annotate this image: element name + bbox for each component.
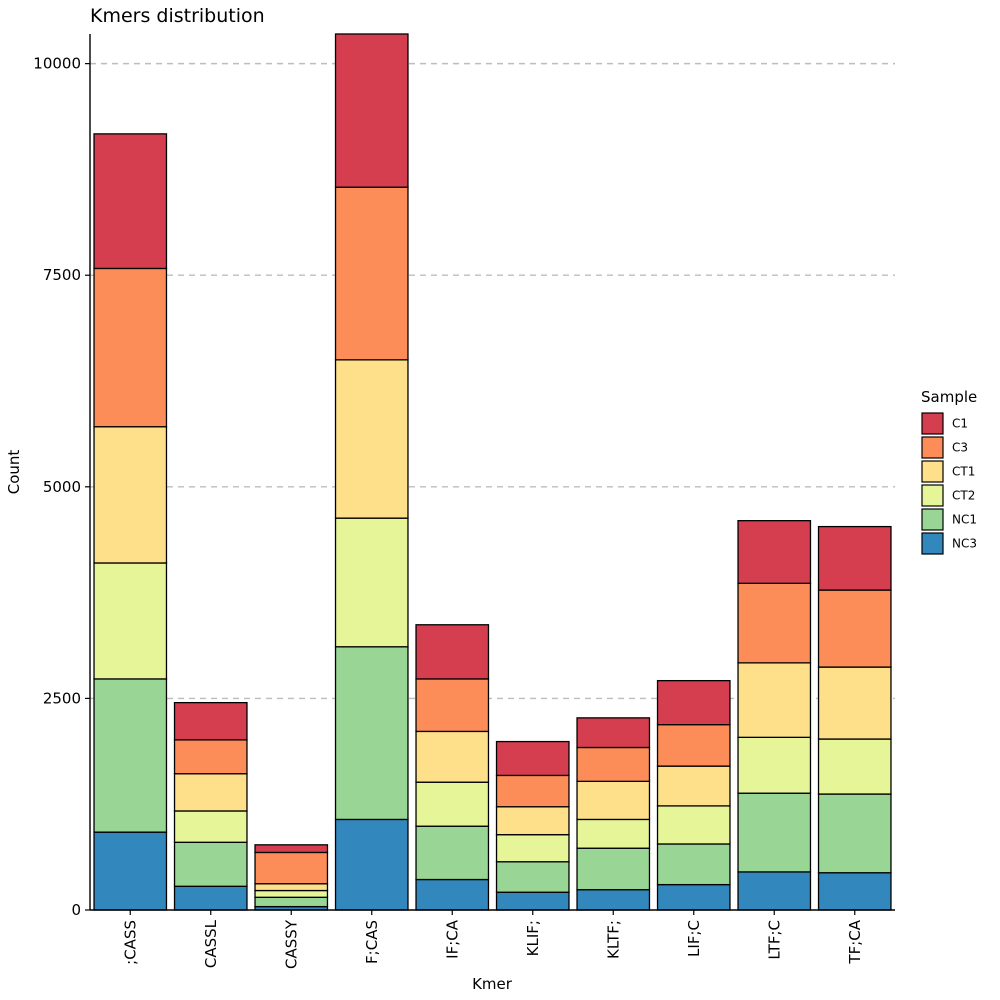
y-tick-label: 0 [71, 901, 81, 919]
x-tick-label: CASSL [202, 919, 220, 968]
bar-segment-ct1-4 [415, 730, 490, 783]
bar-segment-ct1-9 [817, 666, 892, 740]
bar-segment-ct2-1 [173, 810, 248, 843]
legend-key-nc3 [921, 532, 944, 555]
y-tick-label: 7500 [43, 266, 81, 284]
bar-segment-ct1-3 [334, 359, 409, 519]
legend-key-nc1 [921, 508, 944, 531]
x-tick-label: KLTF; [604, 920, 622, 959]
bar-segment-nc3-8 [737, 871, 812, 911]
axes [89, 34, 895, 911]
bar-segment-nc3-5 [495, 891, 570, 911]
bar-segment-c1-4 [415, 624, 490, 680]
bar-segment-nc3-3 [334, 818, 409, 911]
x-tick-label: F;CAS [363, 920, 381, 964]
bar-segment-c1-7 [656, 679, 731, 726]
bar-segment-ct2-4 [415, 781, 490, 827]
bar-segment-nc3-6 [576, 889, 651, 911]
bar-segment-c3-2 [254, 851, 329, 885]
y-tick-label: 10000 [33, 55, 81, 73]
bar-segment-nc1-0 [93, 678, 168, 833]
legend-title: Sample [921, 388, 977, 406]
bar-segment-c3-3 [334, 186, 409, 361]
legend-label-nc3: NC3 [952, 537, 977, 551]
bar-segment-c3-1 [173, 739, 248, 775]
bar-segment-c1-0 [93, 133, 168, 270]
bar-segment-nc1-9 [817, 793, 892, 874]
legend-label-c1: C1 [952, 417, 968, 431]
bar-segment-nc1-7 [656, 843, 731, 886]
bar-segment-ct2-2 [254, 889, 329, 898]
bar-segment-ct1-6 [576, 780, 651, 821]
bar-segment-nc1-3 [334, 646, 409, 821]
bar-segment-ct2-8 [737, 736, 812, 794]
bar-segment-c3-9 [817, 589, 892, 668]
bar-segment-c1-2 [254, 844, 329, 854]
bar-segment-nc3-9 [817, 872, 892, 911]
legend-label-nc1: NC1 [952, 513, 977, 527]
x-ticks: ;CASS CASSL CASSY F;CAS IF;CA KLIF; KLTF; LIF;C… [121, 910, 864, 969]
bar-segment-ct2-7 [656, 805, 731, 845]
y-ticks: 0 2500 5000 7500 10000 [33, 55, 90, 919]
y-tick-label: 5000 [43, 478, 81, 496]
bar-segment-c1-8 [737, 520, 812, 584]
bar-segment-ct2-3 [334, 517, 409, 648]
bar-segment-c3-7 [656, 723, 731, 767]
bar-segment-c1-9 [817, 525, 892, 591]
bar-segment-ct2-5 [495, 834, 570, 863]
bar-segment-ct1-7 [656, 765, 731, 807]
bar-segment-nc3-4 [415, 878, 490, 911]
bar-segment-ct1-1 [173, 773, 248, 812]
bar-segment-ct2-9 [817, 738, 892, 795]
bar-segment-ct1-0 [93, 426, 168, 564]
x-tick-label: IF;CA [443, 919, 461, 959]
legend-key-ct2 [921, 484, 944, 507]
bar-segment-c3-8 [737, 582, 812, 664]
y-tick-label: 2500 [43, 689, 81, 707]
bar-segment-ct1-8 [737, 662, 812, 738]
bar-segment-c1-3 [334, 33, 409, 188]
legend: Sample C1 C3 CT1 CT2 NC1 NC3 [921, 388, 977, 555]
bar-segment-nc1-8 [737, 792, 812, 873]
bar-segment-ct1-2 [254, 883, 329, 892]
chart-title: Kmers distribution [90, 5, 265, 27]
bar-segment-ct2-6 [576, 818, 651, 849]
x-tick-label: ;CASS [121, 920, 139, 965]
bars [93, 33, 892, 911]
x-tick-label: CASSY [282, 919, 300, 969]
x-tick-label: LIF;C [685, 920, 703, 957]
x-tick-label: LTF;C [765, 920, 783, 960]
legend-key-c1 [921, 412, 944, 435]
legend-label-ct1: CT1 [952, 465, 975, 479]
bar-segment-nc1-2 [254, 896, 329, 908]
legend-key-c3 [921, 436, 944, 459]
y-axis-title: Count [5, 450, 23, 495]
bar-segment-nc3-1 [173, 885, 248, 911]
bar-segment-c3-0 [93, 267, 168, 428]
bar-segment-nc1-5 [495, 861, 570, 893]
gridlines [90, 62, 895, 700]
legend-label-ct2: CT2 [952, 489, 975, 503]
legend-label-c3: C3 [952, 441, 968, 455]
bar-segment-nc1-6 [576, 847, 651, 891]
bar-segment-nc1-4 [415, 825, 490, 881]
bar-segment-c1-6 [576, 717, 651, 749]
bar-segment-ct1-5 [495, 806, 570, 836]
bar-segment-c1-1 [173, 701, 248, 741]
bar-segment-c3-5 [495, 774, 570, 808]
bar-segment-c1-5 [495, 740, 570, 777]
bar-segment-nc3-0 [93, 831, 168, 911]
bar-segment-nc3-7 [656, 883, 731, 911]
x-tick-label: TF;CA [846, 919, 864, 964]
bar-segment-nc1-1 [173, 841, 248, 887]
legend-key-ct1 [921, 460, 944, 483]
bar-segment-c3-4 [415, 678, 490, 733]
bar-segment-ct2-0 [93, 562, 168, 680]
x-axis-title: Kmer [472, 975, 513, 993]
bar-segment-c3-6 [576, 746, 651, 783]
x-tick-label: KLIF; [524, 920, 542, 956]
